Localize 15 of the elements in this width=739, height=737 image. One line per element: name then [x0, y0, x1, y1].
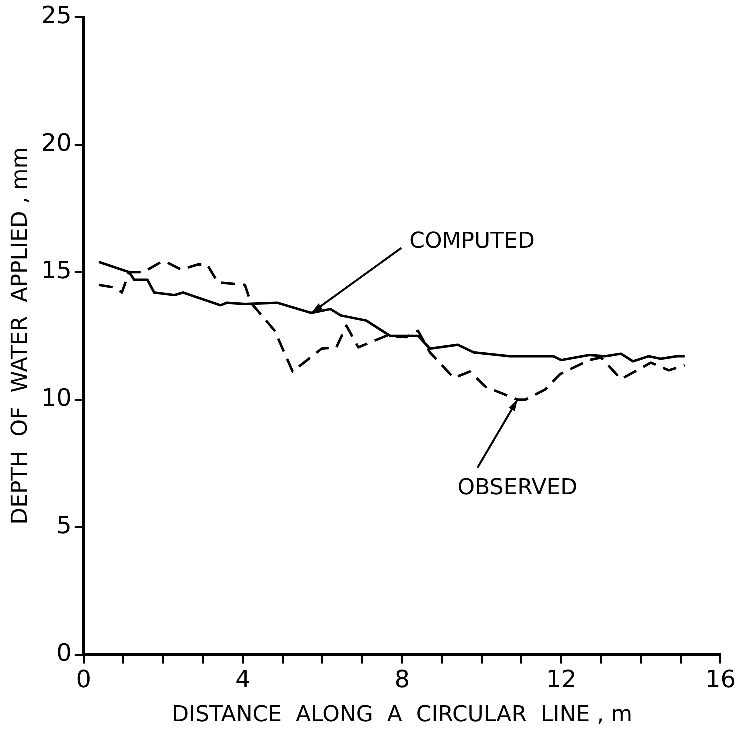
x-tick-label: 4: [235, 665, 251, 694]
y-tick-label: 20: [41, 129, 72, 158]
annotation: COMPUTED: [410, 228, 535, 254]
x-tick-label: 8: [394, 665, 410, 694]
x-tick-label: 12: [546, 665, 577, 694]
x-tick-label: 16: [705, 665, 736, 694]
annotation: OBSERVED: [458, 476, 578, 501]
y-tick-label: 15: [41, 256, 72, 285]
y-tick-label: 25: [41, 2, 72, 30]
y-tick-label: 5: [56, 512, 72, 540]
x-axis-title: DISTANCE ALONG A CIRCULAR LINE , m: [172, 702, 633, 728]
y-tick-label: 10: [41, 384, 72, 412]
x-tick-label: 0: [76, 665, 92, 694]
y-tick-label: 0: [56, 639, 72, 668]
y-axis-title: DEPTH OF WATER APPLIED , mm: [8, 147, 33, 525]
